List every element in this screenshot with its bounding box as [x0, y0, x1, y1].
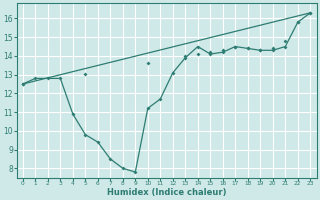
X-axis label: Humidex (Indice chaleur): Humidex (Indice chaleur) — [107, 188, 226, 197]
